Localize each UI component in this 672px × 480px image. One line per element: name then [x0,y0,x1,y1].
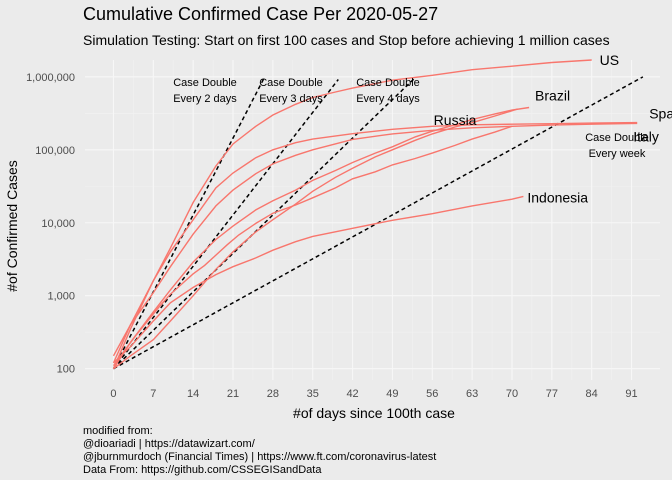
series-line [112,106,530,370]
x-tick-label: 91 [625,388,637,400]
series-line [113,195,524,364]
y-tick-label: 1,000 [47,291,75,303]
y-tick-label: 1,000,000 [26,72,75,84]
y-tick-label: 100 [57,364,75,376]
series-label: Brazil [535,87,570,103]
series-label: Italy [633,128,659,144]
caption-line: modified from: [83,425,153,437]
doubling-line-label: Case Double [585,132,649,144]
x-tick-label: 84 [586,388,598,400]
doubling-line-label: Case Double [173,77,237,89]
x-tick-label: 7 [150,388,156,400]
x-tick-label: 77 [546,388,558,400]
y-tick-label: 10,000 [41,218,75,230]
x-tick-label: 35 [307,388,319,400]
chart-title: Cumulative Confirmed Case Per 2020-05-27 [83,4,438,24]
series-lines [112,59,638,370]
axis-ticks: 0 7 14 21 28 35 42 49 56 63 70 77 84 91 100 1,000 10,000… [26,72,638,400]
series-label: US [600,52,619,68]
x-tick-label: 70 [506,388,518,400]
series-line [112,122,638,357]
series-label: Russia [434,112,477,128]
x-tick-label: 28 [267,388,279,400]
x-tick-label: 49 [386,388,398,400]
y-axis-title: #of Confirmed Cases [4,160,20,292]
x-tick-label: 63 [466,388,478,400]
caption-line: @dioariadi | https://datawizart.com/ [83,438,256,450]
series-line [112,121,638,364]
caption-line: Data From: https://github.com/CSSEGISand… [83,464,322,476]
doubling-line-label: Case Double [356,77,420,89]
doubling-line-label: Every 2 days [173,93,237,105]
x-tick-label: 56 [426,388,438,400]
x-tick-label: 14 [187,388,199,400]
series-label: Spain [649,106,672,122]
doubling-line [112,79,339,370]
doubling-line-label: Every week [589,148,646,160]
series-line [112,59,592,369]
x-tick-label: 0 [110,388,116,400]
x-axis-title: #of days since 100th case [293,405,455,421]
series-labels: Case Double Every 2 days Case Double Every … [173,52,672,205]
grid [85,60,660,380]
doubling-line [112,77,265,370]
x-tick-label: 21 [227,388,239,400]
series-label: Indonesia [527,189,588,205]
x-tick-label: 42 [346,388,358,400]
series-line [112,125,513,367]
caption: modified from:@dioariadi | https://dataw… [83,425,436,476]
caption-line: @jburnmurdoch (Financial Times) | https:… [83,451,436,463]
doubling-line-label: Case Double [259,77,323,89]
chart-subtitle: Simulation Testing: Start on first 100 c… [83,32,610,48]
doubling-line-label: Every 3 days [259,93,323,105]
series-line [113,108,518,370]
doubling-line-label: Every 4 days [356,93,420,105]
y-tick-label: 100,000 [35,145,75,157]
